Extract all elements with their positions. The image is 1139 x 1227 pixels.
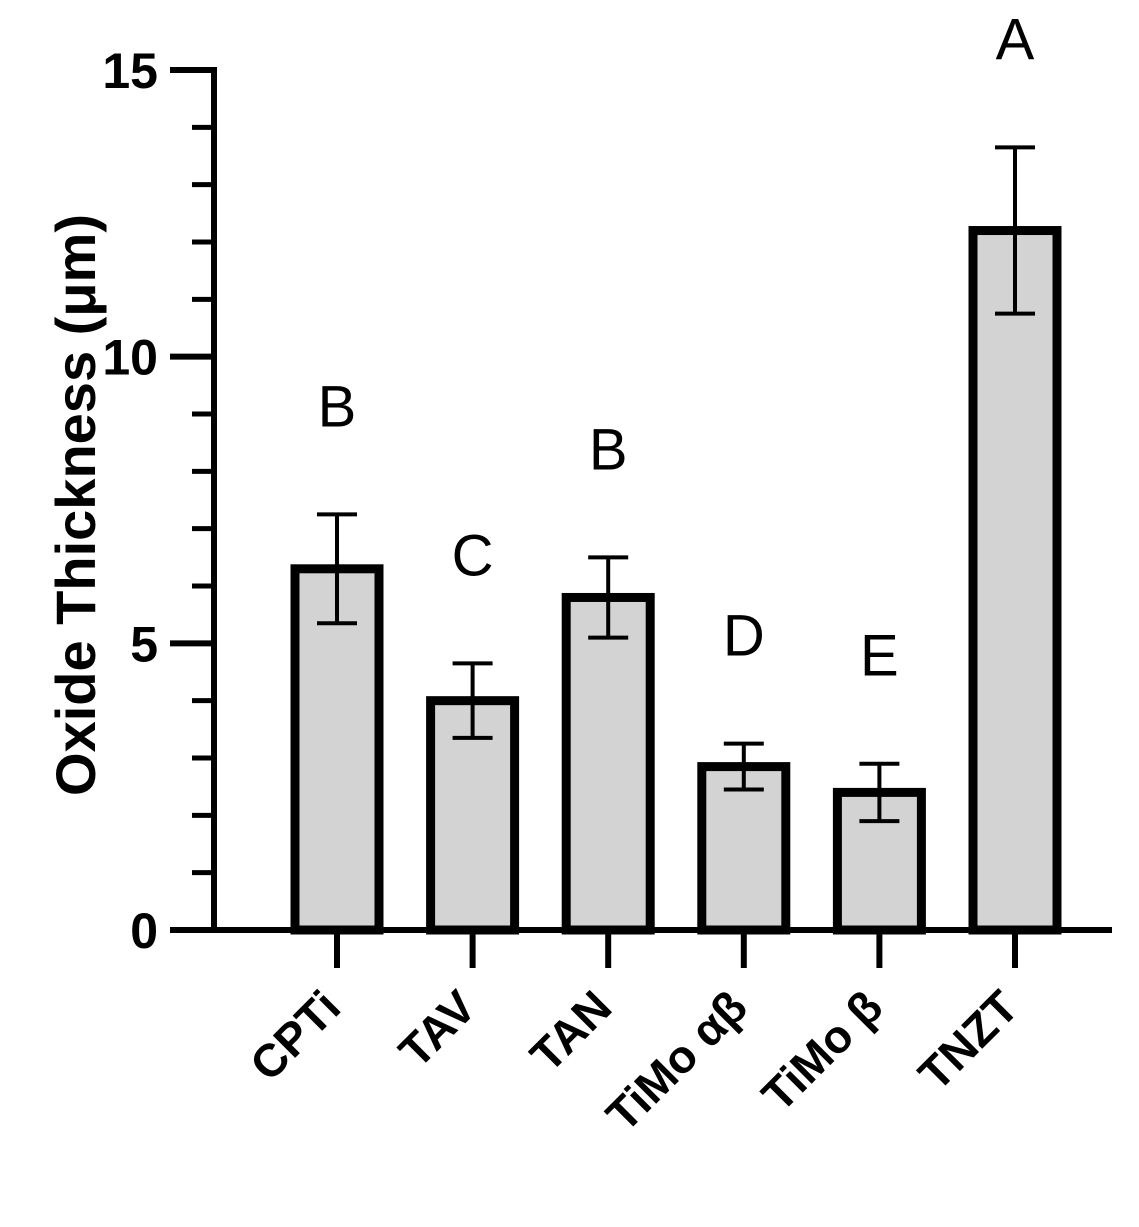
y-tick-label: 5 xyxy=(130,616,158,672)
x-tick-label: TiMo β xyxy=(752,980,893,1121)
bar xyxy=(832,787,926,935)
significance-label: E xyxy=(860,624,899,689)
significance-label: D xyxy=(723,604,765,669)
labels-layer: 0 5 10 15 B CPTi C TAV B TAN D TiMo αβ E TiMo β A TNZT xyxy=(102,7,1034,1141)
x-tick-label: TiMo αβ xyxy=(596,980,757,1141)
axes-layer xyxy=(170,67,1112,968)
x-tick-label: TAV xyxy=(389,980,486,1077)
significance-label: B xyxy=(589,417,628,482)
bars-layer xyxy=(290,226,1062,935)
bar xyxy=(968,226,1062,935)
y-tick-label: 0 xyxy=(130,903,158,959)
bar xyxy=(561,592,655,935)
significance-label: A xyxy=(996,7,1035,72)
y-tick-label: 10 xyxy=(102,330,158,386)
x-tick-label: TNZT xyxy=(908,980,1028,1100)
x-tick-label: CPTi xyxy=(240,980,350,1090)
error-bars-layer xyxy=(317,145,1035,824)
y-tick-label: 15 xyxy=(102,43,158,99)
significance-label: B xyxy=(318,374,357,439)
y-axis-title: Oxide Thickness (μm) xyxy=(44,214,107,796)
x-tick-label: TAN xyxy=(520,980,621,1081)
significance-label: C xyxy=(452,523,494,588)
